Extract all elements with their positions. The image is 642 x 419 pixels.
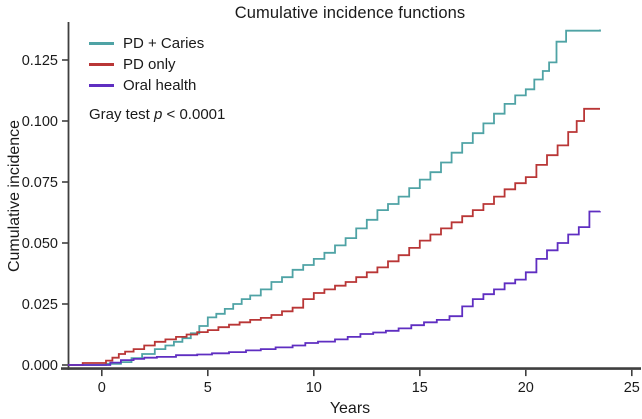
legend-label: PD only xyxy=(123,56,176,73)
legend: PD + Caries PD only Oral health xyxy=(89,33,204,96)
legend-item-pd-caries: PD + Caries xyxy=(89,33,204,54)
legend-line-purple-icon xyxy=(89,84,114,87)
x-tick-label: 0 xyxy=(98,380,106,396)
legend-line-red-icon xyxy=(89,63,114,66)
annotation-p-symbol: p xyxy=(154,106,163,123)
y-tick-label: 0.000 xyxy=(22,358,58,374)
y-axis-label: Cumulative incidence xyxy=(6,119,23,273)
y-tick-label: 0.075 xyxy=(22,175,58,191)
legend-line-teal-icon xyxy=(89,42,114,45)
x-tick-label: 20 xyxy=(518,380,534,396)
series-curve-2 xyxy=(67,210,601,366)
annotation-suffix: < 0.0001 xyxy=(162,106,226,123)
series-curve-1 xyxy=(67,107,600,366)
legend-label: Oral health xyxy=(123,77,197,94)
x-axis-label: Years xyxy=(329,400,371,417)
x-tick-label: 15 xyxy=(412,380,428,396)
y-tick-label: 0.025 xyxy=(22,297,58,313)
x-tick-label: 5 xyxy=(204,380,212,396)
y-tick-label: 0.125 xyxy=(22,53,58,69)
legend-item-oral-health: Oral health xyxy=(89,75,204,96)
legend-item-pd-only: PD only xyxy=(89,54,204,75)
series-curve-0 xyxy=(67,29,601,366)
x-tick-label: 10 xyxy=(306,380,322,396)
legend-label: PD + Caries xyxy=(123,35,205,52)
gray-test-annotation: Gray test p < 0.0001 xyxy=(89,106,225,123)
annotation-prefix: Gray test xyxy=(89,106,155,123)
y-tick-label: 0.100 xyxy=(22,114,58,130)
chart-title: Cumulative incidence functions xyxy=(234,4,466,22)
x-tick-label: 25 xyxy=(624,380,640,396)
y-tick-label: 0.050 xyxy=(22,236,58,252)
